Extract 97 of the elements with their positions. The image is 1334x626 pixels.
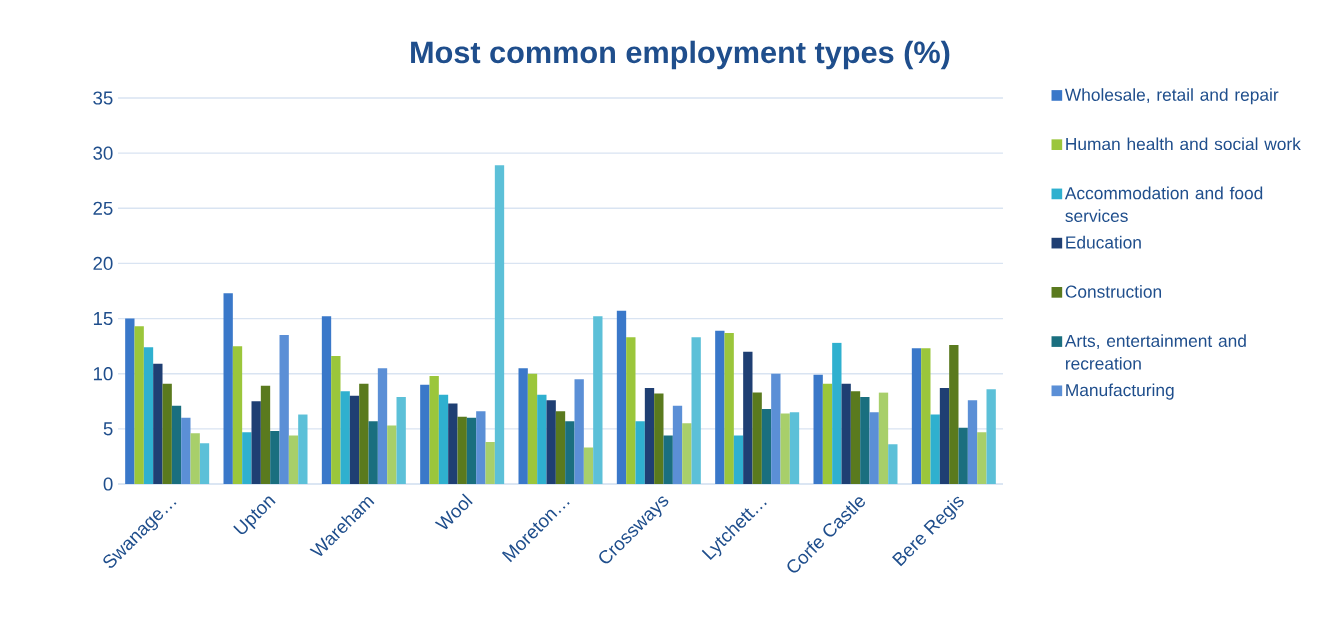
legend-label: Human health and social work <box>1066 137 1301 151</box>
bar <box>485 442 495 484</box>
bar <box>251 401 261 484</box>
bar <box>260 385 271 484</box>
bar <box>635 421 645 484</box>
bar <box>518 368 528 484</box>
y-tick-label: 35 <box>93 91 113 105</box>
bar <box>143 347 154 484</box>
bar <box>939 388 950 484</box>
bar <box>555 411 566 484</box>
bar <box>733 435 744 484</box>
bar <box>546 400 556 484</box>
bar <box>466 417 477 484</box>
bar <box>429 375 439 484</box>
chart-title: Most common employment types (%) <box>411 40 950 70</box>
bar <box>279 335 289 484</box>
bar <box>368 421 378 484</box>
bar <box>841 383 851 484</box>
y-tick-label: 0 <box>103 477 113 491</box>
bar <box>682 423 692 484</box>
bar <box>691 337 701 484</box>
bar <box>125 318 135 484</box>
bar <box>340 391 350 484</box>
bar <box>359 383 369 484</box>
bar <box>663 435 673 484</box>
bar <box>860 396 870 484</box>
bar <box>644 388 655 484</box>
bar <box>527 373 538 484</box>
bar <box>199 443 210 484</box>
bar <box>626 337 636 484</box>
bar <box>958 427 968 484</box>
bar <box>242 432 252 484</box>
y-tick-label: 5 <box>103 422 113 436</box>
bar <box>911 348 922 484</box>
bar <box>181 417 191 484</box>
bar <box>850 391 861 484</box>
bar <box>921 348 931 484</box>
bar <box>438 394 449 484</box>
legend-label: Accommodation and food services <box>1064 186 1263 223</box>
bar <box>377 368 388 484</box>
bar <box>565 421 575 484</box>
bar <box>270 431 280 484</box>
bar <box>616 310 627 484</box>
bar <box>321 316 332 484</box>
bar <box>574 379 584 484</box>
bar <box>190 433 200 484</box>
bar <box>967 400 978 484</box>
legend-label: Manufacturing <box>1066 383 1174 400</box>
bar <box>672 405 683 484</box>
bar <box>593 316 603 484</box>
y-tick-label: 15 <box>93 312 113 326</box>
bar <box>583 447 594 484</box>
bar <box>977 432 987 484</box>
y-tick-label: 10 <box>93 367 113 381</box>
bar <box>387 425 397 484</box>
bar <box>331 356 341 484</box>
bar <box>724 332 734 484</box>
bar <box>771 373 781 484</box>
bar <box>930 414 940 484</box>
bar <box>457 416 467 484</box>
y-tick-label: 20 <box>93 256 113 271</box>
bar <box>476 411 486 484</box>
legend-label: Education <box>1066 235 1141 249</box>
bar <box>171 405 182 484</box>
bar <box>134 326 144 484</box>
bar <box>494 165 505 484</box>
bar <box>223 293 233 484</box>
bar <box>162 383 172 484</box>
bar <box>752 392 762 484</box>
bar <box>789 412 800 484</box>
bar <box>298 414 308 484</box>
bar <box>780 413 790 484</box>
bar <box>949 345 959 484</box>
bar <box>396 396 406 484</box>
bar <box>813 374 823 484</box>
bar <box>349 395 360 484</box>
bar <box>448 403 458 484</box>
legend-label: Construction <box>1065 285 1162 298</box>
bar <box>743 351 753 484</box>
legend-label: Wholesale, retail and repair <box>1064 88 1279 105</box>
bar <box>878 392 889 484</box>
bar <box>888 444 898 484</box>
bar <box>986 389 996 484</box>
bar <box>761 409 772 484</box>
y-tick-label: 25 <box>93 201 113 215</box>
bar <box>232 346 243 484</box>
bar <box>537 394 547 484</box>
bar <box>654 393 664 484</box>
bar <box>153 363 163 484</box>
bar <box>822 383 833 484</box>
bar <box>869 412 879 484</box>
y-tick-label: 30 <box>93 146 113 160</box>
legend-label: Arts, entertainment and recreation <box>1064 334 1246 370</box>
bar <box>715 330 725 484</box>
bar <box>288 435 299 484</box>
bar <box>420 384 430 484</box>
bar <box>832 342 842 484</box>
